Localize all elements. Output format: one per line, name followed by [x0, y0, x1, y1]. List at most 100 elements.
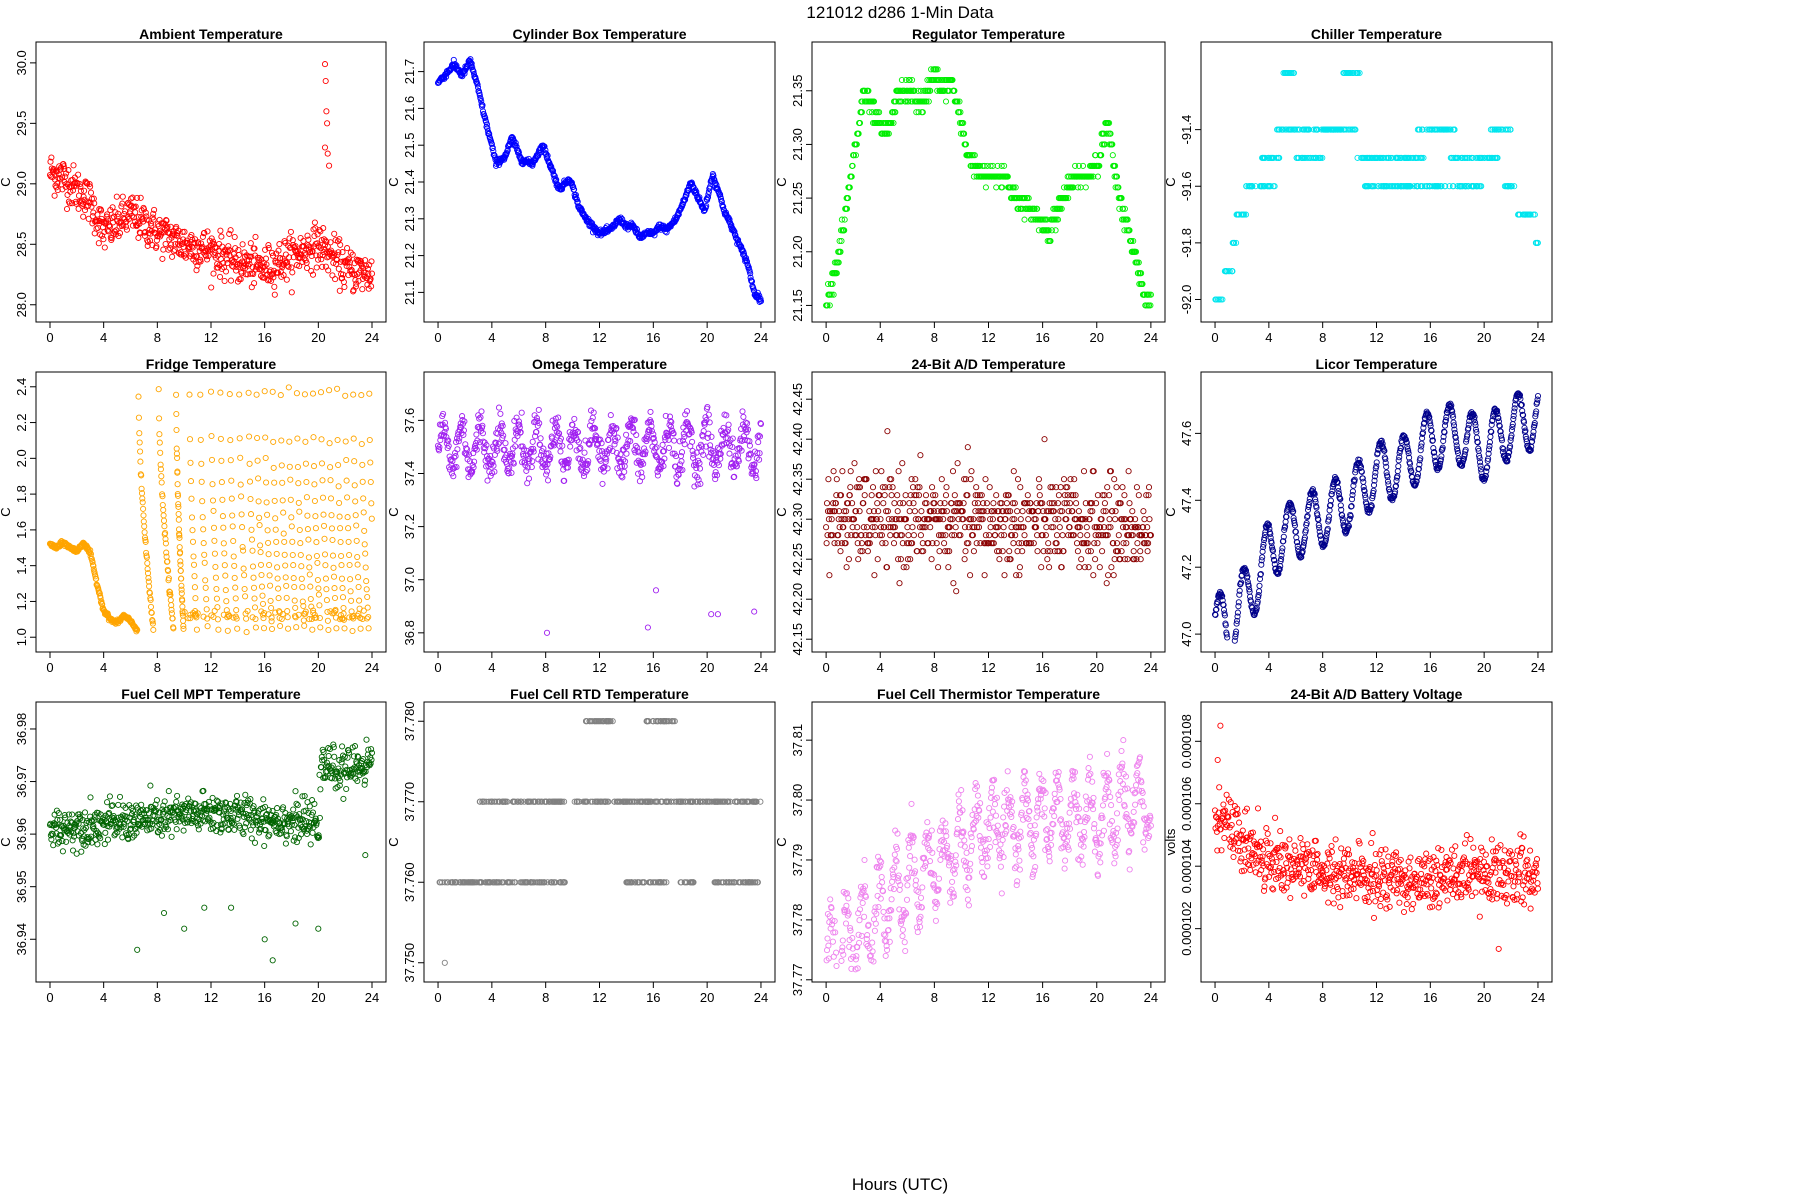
data-point: [134, 194, 141, 201]
data-point: [276, 241, 283, 248]
data-point: [199, 233, 206, 240]
data-point: [535, 152, 542, 159]
y-axis-label: C: [0, 507, 13, 516]
data-point: [222, 268, 230, 275]
data-point: [150, 210, 157, 217]
data-point: [194, 262, 201, 269]
y-tick-label: 1.0: [14, 628, 29, 646]
data-point: [91, 200, 98, 207]
x-tick-label: 4: [488, 330, 495, 345]
data-point: [162, 240, 169, 248]
data-point: [474, 81, 481, 88]
data-point: [319, 263, 326, 270]
data-point: [298, 251, 305, 258]
data-point: [48, 154, 55, 161]
x-tick-label: 12: [204, 660, 218, 675]
panel-title: 24-Bit A/D Temperature: [911, 356, 1065, 372]
x-tick-label: 4: [877, 330, 884, 345]
y-tick-label: 42.15: [790, 623, 805, 656]
x-tick-label: 12: [981, 660, 995, 675]
data-point: [368, 270, 376, 277]
x-tick-label: 12: [1369, 330, 1383, 345]
data-point: [54, 187, 61, 194]
x-tick-label: 8: [154, 330, 161, 345]
data-point: [113, 193, 120, 200]
data-point: [246, 260, 253, 268]
data-point: [344, 245, 351, 252]
data-point: [515, 149, 522, 156]
data-point: [309, 271, 317, 278]
data-point: [58, 174, 66, 181]
data-point: [470, 70, 478, 78]
data-point: [541, 143, 548, 150]
y-tick-label: 21.1: [402, 280, 417, 305]
y-tick-label: 1.2: [14, 592, 29, 610]
data-point: [271, 291, 278, 298]
data-point: [304, 232, 311, 239]
data-point: [70, 162, 77, 169]
data-point: [114, 213, 121, 220]
y-tick-label: 42.30: [790, 503, 805, 536]
data-point: [69, 200, 76, 207]
data-point: [249, 270, 256, 277]
x-tick-label: 0: [823, 330, 830, 345]
x-tick-label: 12: [204, 330, 218, 345]
panel-title: Regulator Temperature: [912, 26, 1065, 42]
data-point: [170, 248, 177, 255]
data-point: [305, 236, 312, 243]
data-point: [94, 211, 101, 218]
data-point: [296, 263, 303, 270]
data-point: [180, 236, 187, 243]
data-point: [316, 226, 323, 234]
data-point: [542, 147, 549, 154]
x-tick-label: 4: [877, 660, 884, 675]
y-tick-label: 21.4: [402, 169, 417, 194]
data-point: [479, 102, 486, 109]
data-point: [54, 180, 61, 187]
x-tick-label: 16: [1035, 330, 1049, 345]
y-tick-label: 21.20: [790, 235, 805, 268]
data-point: [237, 276, 244, 283]
data-point: [324, 120, 331, 127]
data-point: [90, 195, 97, 202]
panels-group: Ambient TemperatureC0481216202428.028.52…: [0, 26, 1553, 1005]
data-point: [109, 204, 116, 211]
x-tick-label: 4: [100, 330, 107, 345]
y-axis-label: C: [774, 507, 789, 516]
data-point: [110, 219, 117, 226]
data-point: [284, 262, 291, 269]
data-point: [334, 251, 341, 258]
y-tick-label: 42.35: [790, 463, 805, 496]
y-tick-label: 42.45: [790, 383, 805, 416]
data-point: [332, 276, 339, 283]
panel-ambient-temperature: Ambient TemperatureC0481216202428.028.52…: [0, 26, 387, 345]
data-point: [286, 235, 293, 242]
data-point: [275, 247, 282, 254]
data-point: [208, 235, 215, 242]
data-point: [248, 253, 255, 260]
data-point: [181, 252, 188, 259]
data-point: [354, 271, 361, 278]
data-point: [65, 167, 72, 174]
y-tick-label: -92.0: [1179, 285, 1194, 315]
data-point: [77, 183, 84, 190]
figure-xlabel: Hours (UTC): [852, 1175, 948, 1194]
data-point: [178, 251, 185, 258]
x-tick-label: 20: [1090, 330, 1104, 345]
data-point: [81, 196, 88, 203]
data-point: [265, 242, 272, 249]
x-tick-label: 0: [46, 660, 53, 675]
y-tick-label: 21.35: [790, 74, 805, 107]
data-point: [227, 247, 234, 254]
data-point: [98, 207, 105, 214]
data-point: [168, 241, 175, 248]
data-point: [549, 167, 556, 174]
y-tick-label: 1.4: [14, 557, 29, 575]
data-point: [280, 272, 287, 279]
x-tick-label: 20: [700, 330, 714, 345]
data-point: [191, 240, 198, 247]
x-tick-label: 12: [592, 330, 606, 345]
x-tick-label: 20: [311, 330, 325, 345]
data-point: [321, 144, 329, 151]
y-tick-label: 1.6: [14, 521, 29, 539]
